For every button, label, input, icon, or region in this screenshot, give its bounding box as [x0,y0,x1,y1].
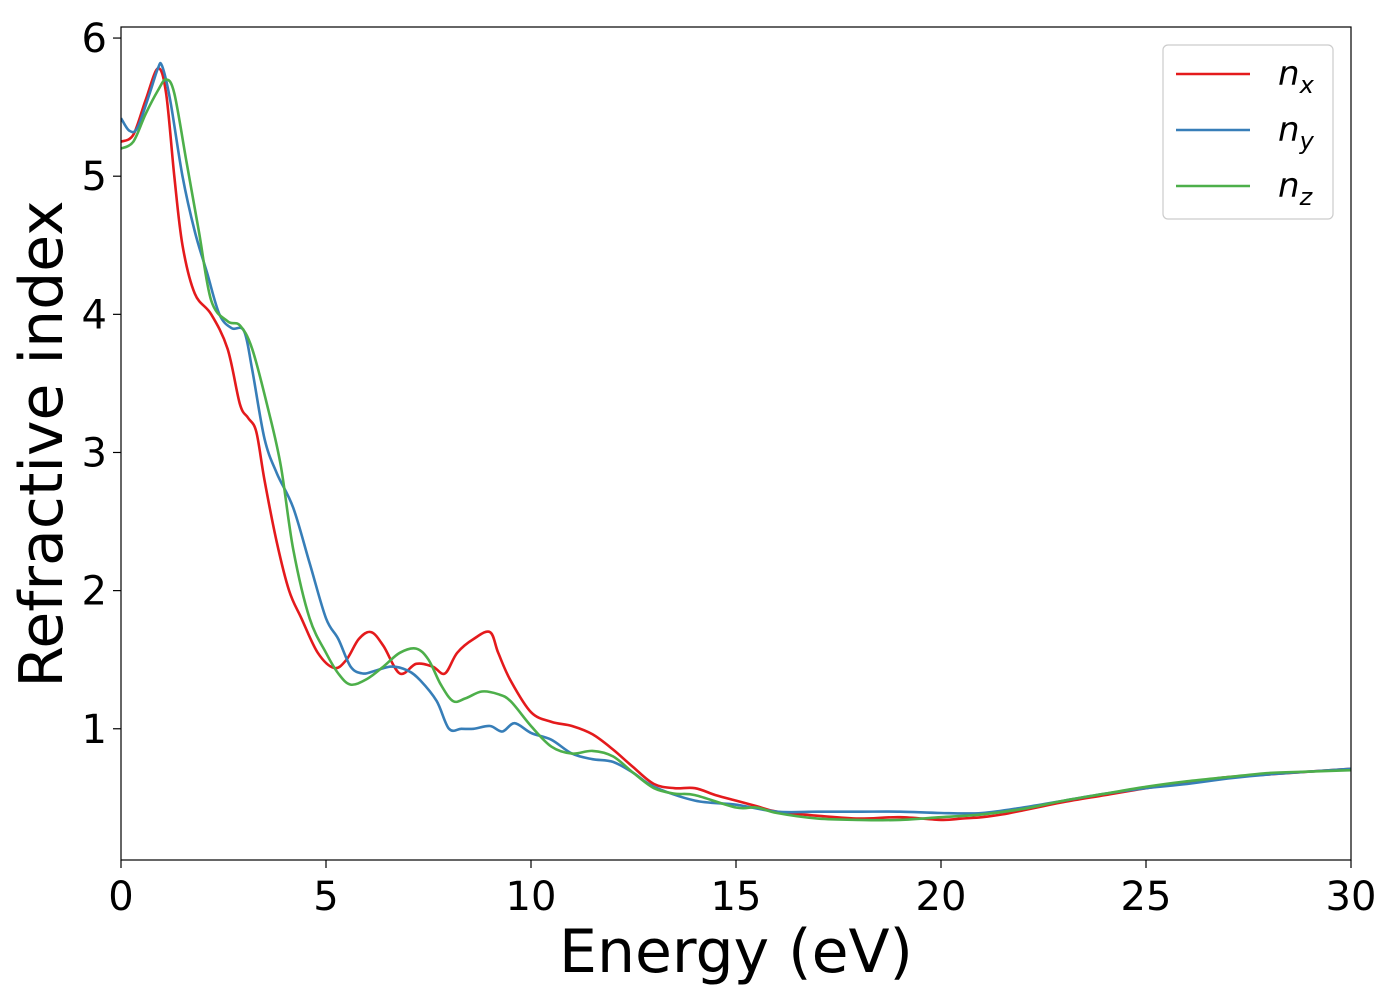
x-tick-label: 5 [313,874,338,920]
x-tick-label: 15 [711,874,762,920]
y-tick-label: 4 [82,292,107,338]
x-tick-label: 30 [1326,874,1377,920]
legend-label-main: n [1278,110,1300,150]
y-tick-label: 2 [82,569,107,615]
legend-label-nz: nz [1278,166,1314,211]
x-tick-label: 20 [916,874,967,920]
y-tick-label: 5 [82,154,107,200]
y-tick-label: 6 [82,16,107,62]
x-tick-label: 0 [108,874,133,920]
series-line-ny [121,61,1351,815]
legend-label-subscript: y [1299,127,1315,155]
series-line-nz [121,78,1351,822]
legend-label-main: n [1278,166,1300,206]
y-tick-label: 1 [82,707,107,753]
legend-label-subscript: x [1299,71,1315,99]
series-line-nx [121,67,1351,822]
x-tick-label: 10 [506,874,557,920]
legend-label-main: n [1278,54,1300,94]
y-axis-title: Refractive index [7,200,77,687]
axes-layer: 0 5 10 15 20 25 30 1 2 3 4 5 6 [82,16,1377,920]
series-layer [121,61,1351,822]
legend-box [1162,44,1334,220]
legend-label-nx: nx [1278,54,1315,99]
legend-label-subscript: z [1299,183,1314,211]
x-tick-label: 25 [1121,874,1172,920]
y-tick-label: 3 [82,430,107,476]
x-axis-title: Energy (eV) [559,917,913,987]
legend-label-ny: ny [1278,110,1315,155]
